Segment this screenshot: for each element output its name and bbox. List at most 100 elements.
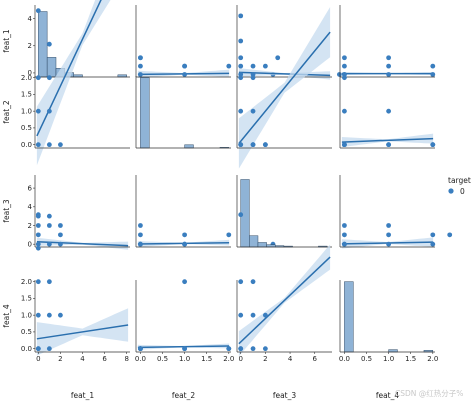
scatter-point-feat_1|feat_4-1: [46, 346, 52, 352]
scatter-point-feat_2|feat_3-5: [226, 232, 232, 238]
scatter-point-feat_2|feat_1-9: [182, 63, 188, 69]
legend: target 0: [448, 176, 471, 196]
y-tick-label-feat_2: 1.0: [21, 107, 32, 115]
scatter-point-feat_3|feat_4-6: [250, 312, 256, 318]
x-tick-label-feat_3: 4: [288, 355, 293, 363]
panel-feat_4-vs-feat_3: 0 2 4 6 feat_3: [236, 212, 332, 400]
x-tick-label-feat_2: 1.0: [179, 355, 190, 363]
panel-feat_2-vs-feat_2: [135, 76, 231, 149]
scatter-point-feat_3|feat_2-4: [250, 108, 256, 114]
scatter-point-feat_2|feat_1-0: [138, 72, 143, 77]
scatter-point-feat_3|feat_4-8: [262, 312, 268, 318]
x-tick-label-feat_4: 1.5: [405, 355, 416, 363]
scatter-point-feat_2|feat_1-1: [138, 63, 143, 69]
scatter-point-feat_1|feat_3-5: [58, 232, 63, 238]
x-tick-label-feat_1: 4: [80, 355, 85, 363]
x-axis-label-feat_3: feat_3: [273, 391, 297, 400]
scatter-point-feat_2|feat_3-7: [447, 232, 453, 238]
scatter-point-feat_4|feat_3-9: [430, 232, 436, 238]
scatter-point-feat_1|feat_3-4: [46, 223, 52, 228]
scatter-point-feat_1|feat_4-2: [35, 312, 41, 318]
scatter-point-feat_3|feat_2-9: [262, 142, 268, 148]
x-tick-label-feat_4: 2.0: [427, 355, 438, 363]
y-axis-label-feat_2: feat_2: [2, 100, 11, 124]
panel-feat_1-vs-feat_4: [339, 5, 436, 78]
x-tick-label-feat_3: 6: [312, 355, 317, 363]
scatter-point-feat_1|feat_3-3: [46, 213, 52, 219]
panel-feat_3-vs-feat_4: [339, 175, 436, 249]
legend-entry-0: 0: [460, 187, 465, 196]
scatter-point-feat_4|feat_3-2: [342, 223, 347, 228]
scatter-point-feat_3|feat_4-3: [238, 312, 244, 318]
y-tick-label-feat_2: 0.0: [21, 141, 32, 149]
panel-feat_3-vs-feat_1: 0 2 4 6 feat_3: [2, 175, 130, 250]
scatter-point-feat_1|feat_4-4: [35, 245, 41, 251]
scatter-point-feat_3|feat_4-9: [238, 346, 244, 352]
y-tick-label-feat_3: 4: [28, 203, 33, 211]
scatter-point-feat_4|feat_1-1: [342, 63, 347, 69]
hist-bar-feat_4-5: [388, 349, 398, 353]
scatter-point-feat_1|feat_3-6: [58, 241, 63, 247]
scatter-point-feat_3|feat_4-4: [238, 279, 244, 285]
x-tick-label-feat_2: 0.0: [135, 355, 146, 363]
scatter-point-feat_2|feat_4-9: [138, 346, 143, 352]
scatter-point-feat_1|feat_4-8: [46, 312, 52, 318]
scatter-point-feat_2|feat_4-8: [226, 346, 232, 352]
x-tick-label-feat_4: 0.5: [361, 355, 372, 363]
x-axis-label-feat_2: feat_2: [172, 391, 196, 400]
hist-bar-feat_3-2: [257, 242, 267, 248]
scatter-point-feat_1|feat_2-4: [46, 75, 52, 81]
scatter-point-feat_1|feat_3-1: [35, 232, 41, 238]
y-tick-label-feat_3: 0: [28, 240, 32, 248]
hist-bar-feat_4-0: [344, 281, 354, 353]
scatter-point-feat_2|feat_3-4: [138, 223, 143, 228]
hist-bar-feat_2-5: [184, 144, 194, 149]
scatter-point-feat_3|feat_2-1: [238, 108, 244, 114]
regression-line-feat_3|feat_2: [238, 31, 331, 144]
panel-feat_3-vs-feat_2: [135, 175, 453, 248]
y-tick-label-feat_2: 0.5: [21, 124, 32, 132]
scatter-point-feat_2|feat_4-3: [182, 279, 188, 285]
scatter-point-feat_2|feat_1-5: [226, 63, 232, 69]
scatter-point-feat_1|feat_2-5: [35, 8, 41, 14]
hist-bar-feat_2-0: [140, 77, 150, 149]
y-tick-label-feat_3: 6: [28, 184, 33, 192]
scatter-point-feat_4|feat_1-8: [386, 63, 392, 69]
scatter-point-feat_3|feat_1-9: [337, 72, 342, 77]
scatter-point-feat_1|feat_2-0: [46, 142, 52, 148]
y-tick-label-feat_1: 4: [28, 15, 33, 23]
regression-line-feat_3|feat_4: [238, 256, 331, 345]
x-tick-label-feat_3: 0: [238, 355, 242, 363]
scatter-point-feat_4|feat_3-5: [386, 223, 392, 228]
scatter-point-feat_4|feat_1-5: [430, 63, 436, 69]
x-tick-label-feat_2: 1.5: [201, 355, 212, 363]
hist-bar-feat_3-1: [249, 235, 259, 248]
scatter-point-feat_4|feat_3-4: [386, 232, 392, 238]
scatter-point-feat_4|feat_1-3: [386, 72, 392, 77]
panel-feat_4-vs-feat_2: 0.0 0.5 1.0 1.5 2.0 feat_2: [135, 279, 234, 400]
scatter-point-feat_1|feat_2-1: [35, 108, 41, 114]
panel-feat_2-vs-feat_3: [236, 7, 332, 169]
legend-title: target: [448, 176, 471, 185]
scatter-point-feat_3|feat_1-3: [238, 38, 244, 44]
panel-feat_3-vs-feat_3: [236, 175, 332, 248]
regression-line-feat_1|feat_4: [36, 324, 129, 340]
scatter-point-feat_1|feat_4-9: [58, 312, 63, 318]
x-tick-label-feat_3: 2: [263, 355, 267, 363]
watermark: CSDN @红热分子%: [395, 388, 463, 398]
scatter-point-feat_4|feat_3-1: [342, 232, 347, 238]
y-tick-label-feat_4: 2.0: [21, 278, 32, 286]
scatter-point-feat_2|feat_3-9: [182, 241, 188, 247]
scatter-point-feat_1|feat_4-5: [35, 212, 41, 218]
scatter-point-feat_1|feat_2-8: [46, 108, 52, 114]
scatter-point-feat_4|feat_3-8: [342, 241, 347, 247]
scatter-point-feat_1|feat_4-7: [46, 279, 52, 285]
y-tick-label-feat_1: 0: [28, 69, 32, 77]
scatter-point-feat_3|feat_1-8: [275, 55, 281, 61]
scatter-point-feat_4|feat_2-4: [386, 108, 392, 114]
hist-bar-feat_1-1: [46, 57, 57, 78]
scatter-point-feat_1|feat_4-6: [35, 346, 41, 352]
x-tick-label-feat_1: 0: [36, 355, 40, 363]
scatter-point-feat_3|feat_4-5: [238, 212, 244, 218]
